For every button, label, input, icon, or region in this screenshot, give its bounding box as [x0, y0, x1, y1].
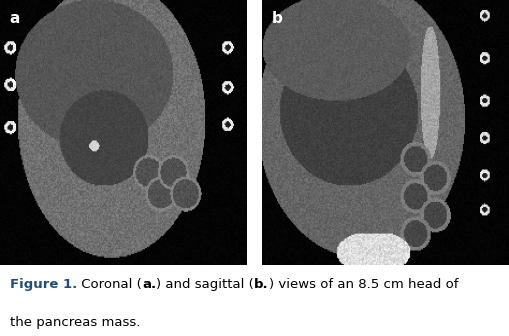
- Text: b: b: [272, 11, 283, 26]
- Text: a: a: [10, 11, 20, 26]
- Text: ) and sagittal (: ) and sagittal (: [156, 278, 254, 291]
- Text: Figure 1.: Figure 1.: [10, 278, 77, 291]
- Text: the pancreas mass.: the pancreas mass.: [10, 316, 140, 329]
- Text: ) views of an 8.5 cm head of: ) views of an 8.5 cm head of: [269, 278, 458, 291]
- Text: Coronal (: Coronal (: [77, 278, 142, 291]
- Text: b.: b.: [254, 278, 269, 291]
- Text: a.: a.: [142, 278, 156, 291]
